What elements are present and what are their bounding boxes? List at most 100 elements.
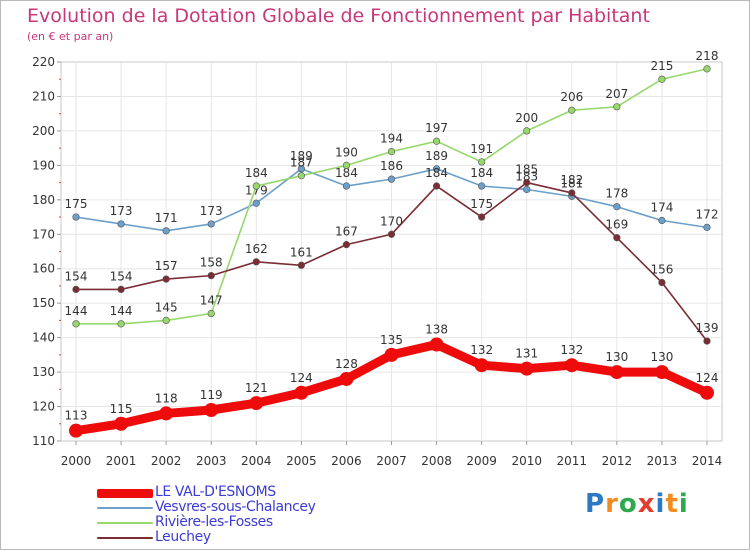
data-point: [654, 365, 669, 380]
logo-letter: i: [678, 489, 689, 519]
data-label: 184: [335, 166, 358, 180]
data-label: 187: [290, 156, 313, 170]
legend-label: Vesvres-sous-Chalancey: [155, 499, 316, 515]
legend-label: Rivière-les-Fosses: [155, 514, 273, 530]
data-point: [342, 241, 351, 249]
data-label: 139: [696, 321, 719, 335]
data-point: [429, 337, 444, 352]
data-label: 147: [200, 294, 223, 308]
data-point: [297, 172, 305, 180]
data-point: [432, 182, 441, 190]
data-point: [207, 220, 215, 228]
data-label: 207: [605, 87, 628, 101]
data-label: 124: [290, 371, 313, 385]
x-tick-label: 2001: [106, 454, 137, 468]
x-tick-label: 2006: [331, 454, 362, 468]
data-label: 145: [155, 300, 178, 314]
data-label: 124: [696, 371, 719, 385]
y-tick-label: 150: [32, 296, 55, 310]
series-le-val-d-esnoms: 113 115 118 119 121 124 128 135 138 132 131 132 130 1…: [65, 323, 719, 438]
data-point: [658, 216, 666, 225]
data-label: 135: [380, 333, 403, 347]
data-label: 173: [200, 204, 223, 218]
data-point: [658, 75, 666, 83]
data-point: [703, 223, 711, 231]
data-point: [478, 158, 486, 166]
data-point: [339, 371, 354, 386]
data-point: [249, 396, 264, 411]
x-tick-label: 2011: [557, 454, 588, 468]
data-point: [568, 189, 576, 197]
data-label: 170: [380, 214, 403, 228]
x-tick-label: 2000: [61, 454, 92, 468]
logo-letter: x: [637, 489, 656, 519]
legend-swatch: [97, 488, 153, 498]
data-point: [519, 361, 534, 376]
logo-letter: i: [655, 489, 666, 519]
data-point: [162, 227, 170, 235]
x-tick-label: 2003: [196, 454, 227, 468]
data-point: [474, 358, 489, 373]
y-tick-label: 140: [32, 331, 55, 345]
data-label: 175: [470, 197, 493, 211]
legend-swatch: [97, 507, 153, 509]
y-tick-label: 120: [32, 400, 55, 414]
data-label: 154: [110, 269, 133, 283]
data-label: 181: [560, 176, 583, 190]
proxiti-logo: Proxiti: [585, 489, 689, 519]
data-point: [342, 161, 351, 169]
data-point: [613, 103, 621, 111]
data-label: 172: [696, 207, 719, 221]
data-label: 183: [515, 169, 538, 183]
data-label: 144: [65, 304, 88, 318]
data-point: [159, 406, 174, 421]
data-point: [162, 275, 170, 283]
data-point: [72, 320, 80, 328]
data-label: 144: [110, 304, 133, 318]
chart-title: Evolution de la Dotation Globale de Fonc…: [27, 5, 650, 27]
data-point: [384, 347, 399, 362]
data-point: [207, 309, 215, 318]
data-label: 175: [65, 197, 88, 211]
x-tick-label: 2012: [602, 454, 633, 468]
legend-swatch: [97, 537, 153, 539]
data-label: 156: [650, 263, 673, 277]
data-point: [523, 127, 531, 135]
x-tick-label: 2009: [466, 454, 497, 468]
y-tick-label: 110: [32, 434, 55, 448]
data-point: [478, 182, 486, 190]
data-point: [294, 385, 309, 400]
data-point: [700, 385, 714, 400]
x-tick-label: 2013: [647, 454, 678, 468]
data-point: [72, 213, 80, 221]
data-label: 184: [470, 166, 493, 180]
data-label: 130: [650, 350, 673, 364]
y-tick-label: 220: [32, 55, 55, 69]
data-point: [609, 365, 624, 380]
data-label: 174: [650, 200, 673, 214]
series-leuchey: 154 154 157 158 162 161 167 170 184 175 185 182 169 1…: [65, 163, 719, 345]
data-label: 206: [560, 90, 583, 104]
data-point: [658, 278, 666, 287]
data-point: [564, 358, 579, 373]
data-label: 185: [515, 163, 538, 177]
data-point: [117, 320, 125, 328]
data-point: [432, 137, 441, 145]
data-label: 167: [335, 225, 358, 239]
logo-letter: P: [585, 489, 606, 519]
data-label: 132: [470, 343, 493, 357]
y-tick-label: 170: [32, 227, 55, 241]
data-label: 154: [65, 269, 88, 283]
x-tick-label: 2014: [692, 454, 723, 468]
data-label: 161: [290, 245, 313, 259]
data-label: 158: [200, 256, 223, 270]
data-label: 197: [425, 121, 448, 135]
logo-letter: r: [605, 489, 619, 519]
data-point: [252, 182, 260, 190]
data-label: 186: [380, 159, 403, 173]
y-tick-label: 200: [32, 124, 55, 138]
data-point: [387, 230, 396, 238]
data-label: 169: [605, 218, 628, 232]
